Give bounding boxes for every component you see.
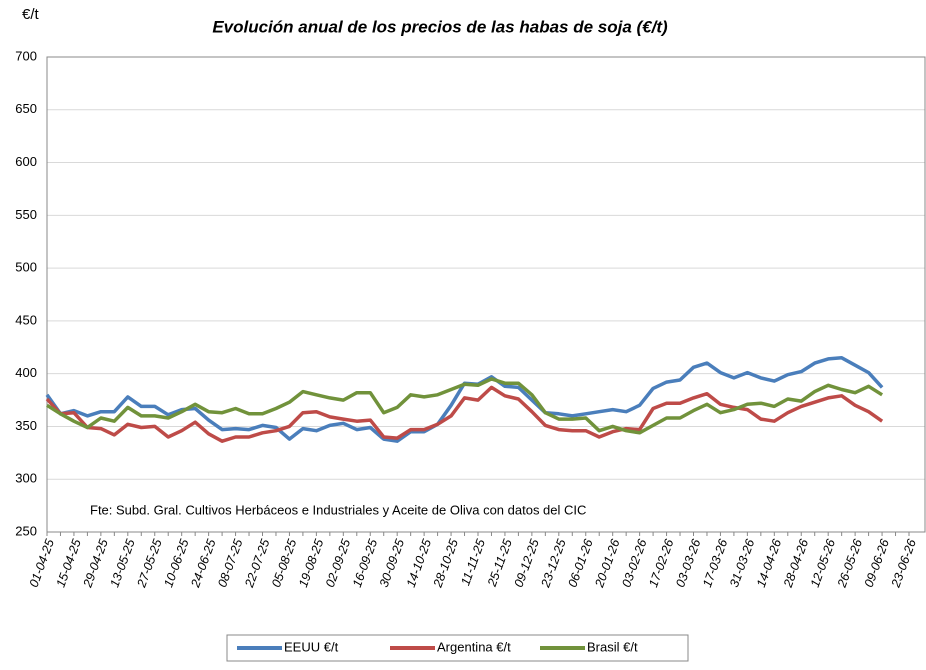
x-tick-label: 13-05-25 bbox=[107, 537, 137, 589]
y-tick-label: 550 bbox=[15, 207, 37, 222]
y-tick-label: 400 bbox=[15, 365, 37, 380]
series-line bbox=[46, 377, 884, 435]
x-tick-label: 02-09-25 bbox=[323, 537, 353, 589]
plot-border bbox=[46, 56, 926, 533]
x-tick-label: 23-06-26 bbox=[888, 537, 919, 590]
x-tick-label: 25-11-25 bbox=[485, 537, 515, 589]
x-tick-label: 27-05-25 bbox=[134, 537, 165, 590]
x-tick-label: 30-09-25 bbox=[377, 537, 407, 589]
y-tick-label: 450 bbox=[15, 312, 37, 327]
x-tick-label: 17-02-26 bbox=[646, 537, 676, 589]
x-tick-label: 12-05-26 bbox=[808, 537, 838, 589]
y-axis-label: €/t bbox=[22, 6, 40, 23]
x-tick-label: 03-02-26 bbox=[619, 537, 649, 589]
x-tick-label: 14-10-25 bbox=[404, 537, 434, 589]
x-tick-label: 26-05-26 bbox=[834, 537, 865, 590]
legend-label: Argentina €/t bbox=[437, 639, 511, 654]
y-tick-label: 700 bbox=[15, 48, 37, 63]
x-tick-label: 20-01-26 bbox=[592, 537, 623, 590]
x-tick-label: 08-07-25 bbox=[215, 537, 245, 589]
legend-box bbox=[226, 634, 689, 662]
x-tick-label: 03-03-26 bbox=[673, 537, 703, 589]
x-tick-label: 09-06-26 bbox=[862, 537, 892, 589]
x-tick-label: 28-10-25 bbox=[430, 537, 461, 590]
x-tick-label: 24-06-25 bbox=[188, 537, 219, 590]
x-tick-label: 05-08-25 bbox=[269, 537, 299, 589]
legend-label: Brasil €/t bbox=[587, 639, 638, 654]
y-tick-label: 250 bbox=[15, 523, 37, 538]
y-tick-label: 300 bbox=[15, 471, 37, 486]
y-tick-label: 500 bbox=[15, 260, 37, 275]
x-tick-label: 15-04-25 bbox=[54, 537, 84, 589]
x-tick-label: 11-11-25 bbox=[458, 537, 488, 587]
x-tick-label: 01-04-25 bbox=[27, 537, 57, 589]
chart-title: Evolución anual de los precios de las ha… bbox=[212, 17, 668, 36]
x-tick-label: 10-06-25 bbox=[161, 537, 191, 589]
x-tick-label: 14-04-26 bbox=[754, 537, 784, 589]
x-tick-label: 22-07-25 bbox=[242, 537, 273, 590]
y-tick-label: 600 bbox=[15, 154, 37, 169]
x-tick-label: 06-01-26 bbox=[565, 537, 595, 589]
x-tick-label: 29-04-25 bbox=[80, 537, 111, 590]
x-tick-label: 16-09-25 bbox=[350, 537, 380, 589]
legend-label: EEUU €/t bbox=[284, 639, 339, 654]
x-tick-label: 17-03-26 bbox=[700, 537, 730, 589]
series-line bbox=[45, 385, 884, 443]
x-tick-label: 23-12-25 bbox=[538, 537, 569, 590]
y-tick-label: 350 bbox=[15, 418, 37, 433]
y-tick-label: 650 bbox=[15, 101, 37, 116]
x-tick-label: 19-08-25 bbox=[296, 537, 326, 589]
annotation: Fte: Subd. Gral. Cultivos Herbáceos e In… bbox=[90, 502, 586, 517]
x-tick-label: 09-12-25 bbox=[512, 537, 542, 589]
x-tick-label: 28-04-26 bbox=[781, 537, 812, 590]
x-tick-label: 31-03-26 bbox=[727, 537, 757, 589]
